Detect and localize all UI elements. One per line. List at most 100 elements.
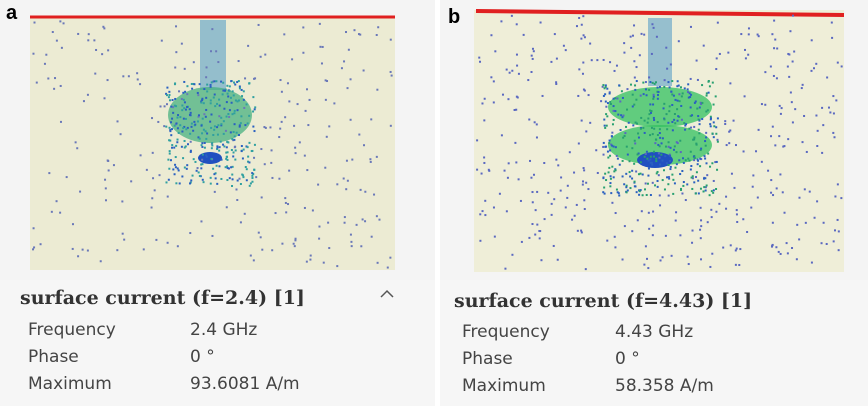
field-dot (580, 119, 583, 122)
field-dot (747, 33, 750, 36)
feed-line (200, 20, 226, 90)
field-dot (294, 239, 297, 242)
field-dot (643, 131, 646, 134)
field-dot (251, 180, 254, 183)
field-dot (136, 78, 139, 81)
field-dot (710, 190, 713, 193)
field-dot (175, 122, 178, 125)
field-dot (360, 245, 363, 248)
field-dot (190, 179, 193, 182)
field-dot (288, 100, 291, 103)
field-dot (614, 110, 617, 113)
field-dot (555, 81, 558, 84)
field-dot (687, 263, 690, 266)
field-dot (693, 159, 696, 162)
collapse-icon[interactable] (380, 289, 394, 298)
field-dot (213, 93, 216, 96)
field-dot (201, 178, 204, 181)
field-dot (654, 81, 657, 84)
field-dot (653, 127, 656, 130)
field-dot (260, 148, 263, 151)
field-dot (369, 160, 372, 163)
field-dot (666, 128, 669, 131)
panel-title: surface current (f=4.43) [1] (454, 290, 753, 312)
field-dot (830, 21, 833, 24)
field-dot (328, 247, 331, 250)
field-dot (735, 209, 738, 212)
field-dot (229, 131, 232, 134)
field-dot (676, 80, 679, 83)
field-dot (224, 88, 227, 91)
field-dot (484, 199, 487, 202)
field-dot (200, 124, 203, 127)
field-dot (112, 164, 115, 167)
field-dot (234, 145, 237, 148)
field-dot (630, 46, 633, 49)
field-dot (676, 119, 679, 122)
field-dot (222, 120, 225, 123)
field-dot (709, 123, 712, 126)
field-dot (786, 65, 789, 68)
field-dot (213, 125, 216, 128)
field-dot (710, 208, 713, 211)
field-dot (184, 108, 187, 111)
field-dot (714, 95, 717, 98)
field-dot (169, 128, 172, 131)
field-dot (516, 96, 519, 99)
field-dot (677, 115, 680, 118)
field-dot (822, 124, 825, 127)
field-dot (251, 149, 254, 152)
field-dot (652, 26, 655, 29)
field-dot (202, 102, 205, 105)
field-dot (575, 25, 578, 28)
field-dot (792, 14, 795, 17)
field-dot (211, 28, 214, 31)
field-dot (232, 130, 235, 133)
field-dot (649, 109, 652, 112)
field-dot (650, 110, 653, 113)
field-dot (698, 132, 701, 135)
field-dot (610, 192, 613, 195)
field-dot (535, 136, 538, 139)
field-dot (237, 99, 240, 102)
field-dot (651, 133, 654, 136)
field-dot (32, 248, 35, 251)
field-dot (697, 192, 700, 195)
field-dot (604, 100, 607, 103)
field-dot (152, 177, 155, 180)
field-dot (696, 107, 699, 110)
property-name: Phase (28, 347, 79, 367)
field-dot (324, 166, 327, 169)
field-dot (220, 124, 223, 127)
field-dot (715, 126, 718, 129)
field-dot (483, 119, 486, 122)
field-dot (801, 83, 804, 86)
field-dot (205, 154, 208, 157)
field-dot (193, 120, 196, 123)
field-dot (197, 171, 200, 174)
field-dot (695, 142, 698, 145)
field-dot (350, 245, 353, 248)
field-dot (346, 87, 349, 90)
field-dot (631, 105, 634, 108)
field-dot (176, 116, 179, 119)
field-dot (186, 105, 189, 108)
field-dot (189, 114, 192, 117)
field-dot (173, 173, 176, 176)
field-dot (756, 196, 759, 199)
field-dot (242, 148, 245, 151)
field-dot (673, 113, 676, 116)
field-dot (832, 131, 835, 134)
field-dot (253, 143, 256, 146)
field-dot (550, 60, 553, 63)
field-dot (127, 75, 130, 78)
field-dot (702, 44, 705, 47)
field-dot (614, 146, 617, 149)
field-dot (696, 158, 699, 161)
property-name: Phase (462, 349, 513, 369)
field-dot (364, 190, 367, 193)
field-dot (182, 127, 185, 130)
field-dot (122, 75, 125, 78)
field-dot (216, 102, 219, 105)
field-dot (190, 122, 193, 125)
